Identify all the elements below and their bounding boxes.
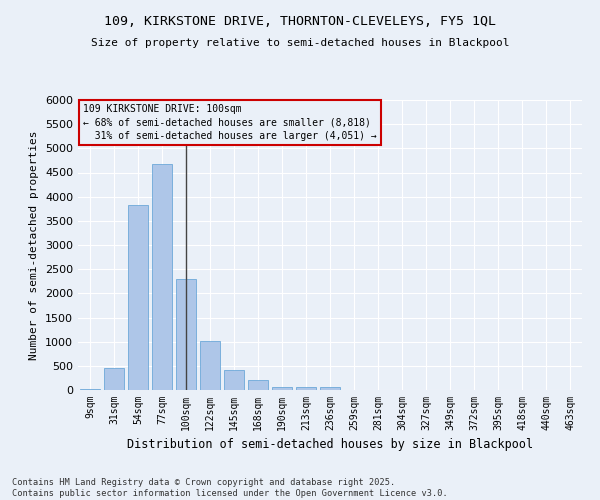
Bar xyxy=(104,368,124,390)
Bar xyxy=(248,380,268,390)
Bar xyxy=(320,387,340,390)
Text: 109 KIRKSTONE DRIVE: 100sqm
← 68% of semi-detached houses are smaller (8,818)
  : 109 KIRKSTONE DRIVE: 100sqm ← 68% of sem… xyxy=(83,104,377,141)
Y-axis label: Number of semi-detached properties: Number of semi-detached properties xyxy=(29,130,40,360)
X-axis label: Distribution of semi-detached houses by size in Blackpool: Distribution of semi-detached houses by … xyxy=(127,438,533,452)
Bar xyxy=(296,388,316,390)
Text: 109, KIRKSTONE DRIVE, THORNTON-CLEVELEYS, FY5 1QL: 109, KIRKSTONE DRIVE, THORNTON-CLEVELEYS… xyxy=(104,15,496,28)
Bar xyxy=(128,206,148,390)
Bar xyxy=(224,370,244,390)
Bar xyxy=(152,164,172,390)
Bar xyxy=(272,386,292,390)
Text: Contains HM Land Registry data © Crown copyright and database right 2025.
Contai: Contains HM Land Registry data © Crown c… xyxy=(12,478,448,498)
Text: Size of property relative to semi-detached houses in Blackpool: Size of property relative to semi-detach… xyxy=(91,38,509,48)
Bar xyxy=(80,388,100,390)
Bar xyxy=(200,341,220,390)
Bar xyxy=(176,279,196,390)
